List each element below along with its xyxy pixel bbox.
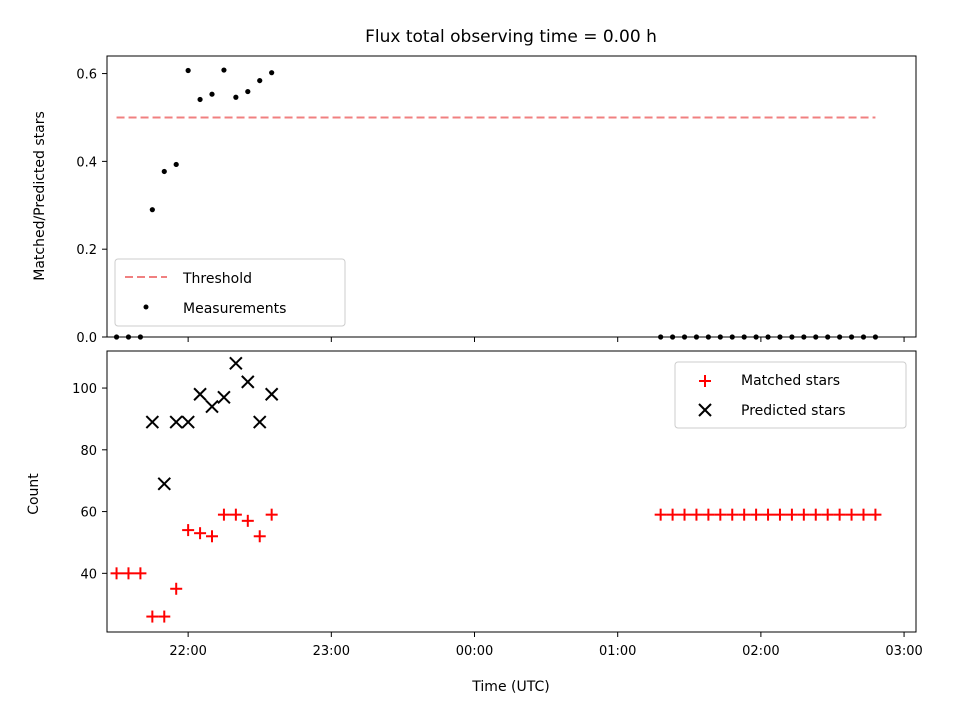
bottom-legend: Matched stars Predicted stars (674, 361, 907, 429)
predicted-star-point (253, 415, 267, 429)
matched-star-point (773, 508, 786, 521)
bottom-y-tick-label: 60 (80, 506, 97, 521)
measurement-point (245, 88, 251, 95)
matched-star-point (158, 610, 171, 623)
predicted-star-point (181, 415, 195, 429)
matched-star-point (194, 527, 207, 540)
top-y-tick-label: 0.0 (76, 331, 97, 346)
top-y-tick-label: 0.2 (76, 243, 97, 258)
bottom-x-tick-label: 02:00 (742, 644, 779, 659)
matched-legend-swatch (699, 375, 711, 387)
bottom-x-tick-label: 22:00 (169, 644, 206, 659)
matched-star-point (229, 508, 242, 521)
measurement-point (197, 96, 203, 103)
matched-star-point (253, 530, 266, 543)
measurement-point (149, 207, 155, 213)
matched-star-point (857, 508, 870, 521)
matched-star-point (762, 508, 775, 521)
bottom-plot-area (110, 356, 882, 623)
matched-star-point (182, 524, 195, 537)
measurement-point (221, 67, 227, 73)
bottom-x-tick-label: 23:00 (313, 644, 350, 659)
matched-star-point (241, 514, 254, 527)
matched-star-point (845, 508, 858, 521)
measurements-legend-swatch (143, 304, 149, 310)
bottom-axis-ticks: 40 60 80 100 22:00 23:00 00:00 01:00 02:00 03:00 (72, 382, 923, 659)
bottom-y-tick-label: 40 (80, 567, 97, 582)
matched-star-point (809, 508, 822, 521)
matched-star-point (265, 508, 278, 521)
bottom-x-tick-label: 01:00 (599, 644, 636, 659)
matched-star-point (869, 508, 882, 521)
predicted-star-point (264, 387, 279, 401)
predicted-legend-swatch (698, 403, 712, 417)
bottom-y-tick-label: 80 (80, 444, 97, 459)
measurement-point (209, 91, 215, 97)
bottom-panel: Count Time (UTC) 40 60 80 100 22:00 23:00 00:0… (26, 350, 923, 695)
matched-star-point (170, 582, 183, 595)
measurement-point (173, 161, 179, 168)
chart-title: Flux total observing time = 0.00 h (365, 27, 657, 47)
matched-star-point (678, 508, 691, 521)
matched-star-point (785, 508, 798, 521)
bottom-x-tick-label: 00:00 (456, 644, 493, 659)
matched-star-point (206, 530, 219, 543)
matched-star-point (146, 610, 159, 623)
matched-star-point (110, 567, 123, 580)
matched-star-point (122, 567, 135, 580)
measurement-point (233, 94, 239, 100)
top-legend-box (114, 258, 346, 327)
top-y-tick-label: 0.4 (76, 155, 97, 170)
bottom-y-tick-label: 100 (72, 382, 97, 397)
measurements-legend-label: Measurements (183, 301, 286, 317)
predicted-legend-label: Predicted stars (741, 403, 846, 419)
top-plot-area (113, 67, 879, 340)
matched-star-point (714, 508, 727, 521)
predicted-star-point (169, 415, 183, 429)
bottom-x-tick-label: 03:00 (885, 644, 922, 659)
matched-star-point (821, 508, 834, 521)
matched-star-point (702, 508, 715, 521)
matched-star-point (833, 508, 846, 521)
measurement-point (257, 77, 263, 84)
measurement-point (161, 168, 167, 175)
matched-star-point (750, 508, 763, 521)
measurement-point (269, 70, 275, 76)
matched-star-point (654, 508, 667, 521)
matched-star-point (666, 508, 679, 521)
predicted-star-point (157, 477, 171, 491)
bottom-y-axis-label: Count (26, 473, 42, 515)
bottom-axes-frame (106, 350, 917, 633)
top-axes-frame (106, 55, 917, 338)
top-y-axis-label: Matched/Predicted stars (32, 111, 48, 281)
matched-star-point (217, 508, 230, 521)
top-legend: Threshold Measurements (114, 258, 346, 327)
top-panel: Flux total observing time = 0.00 h Match… (32, 27, 917, 346)
bottom-legend-box (674, 361, 907, 429)
matched-star-point (738, 508, 751, 521)
threshold-legend-label: Threshold (182, 271, 252, 287)
measurement-point (185, 67, 191, 74)
top-axis-ticks: 0.0 0.2 0.4 0.6 (76, 68, 905, 346)
matched-star-point (797, 508, 810, 521)
predicted-star-point (145, 415, 160, 429)
predicted-star-point (241, 375, 255, 389)
x-axis-label: Time (UTC) (471, 679, 549, 695)
matched-star-point (134, 567, 147, 580)
matched-legend-label: Matched stars (741, 373, 840, 389)
matched-star-point (690, 508, 703, 521)
predicted-star-point (229, 356, 243, 371)
top-y-tick-label: 0.6 (76, 68, 97, 83)
predicted-star-point (217, 390, 231, 405)
matched-star-point (726, 508, 739, 521)
predicted-star-point (205, 399, 219, 414)
predicted-star-point (193, 387, 207, 401)
